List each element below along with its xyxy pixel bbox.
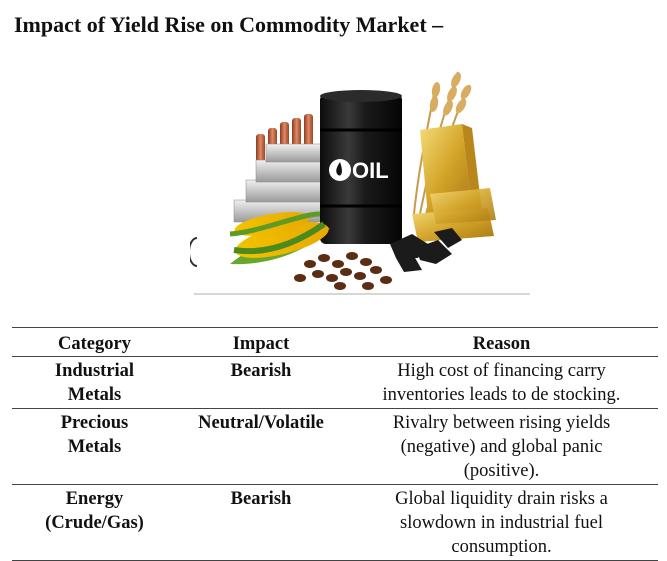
category-cell: Precious Metals <box>12 409 177 485</box>
reason-line: inventories leads to de stocking. <box>382 385 621 405</box>
coffee-beans-icon <box>294 252 392 290</box>
category-line: Metals <box>67 437 122 457</box>
impact-cell: Bearish <box>230 489 292 509</box>
silver-bars-icon <box>233 143 327 223</box>
reason-line: High cost of financing carry <box>397 361 606 381</box>
category-cell: Industrial Metals <box>12 357 177 409</box>
commodity-impact-table: Category Impact Reason Industrial Metals… <box>12 327 658 561</box>
table-row: Precious Metals Neutral/Volatile Rivalry… <box>12 409 658 485</box>
coal-icon <box>390 228 462 272</box>
reason-cell: High cost of financing carry inventories… <box>345 357 658 409</box>
category-line: Industrial <box>54 361 135 381</box>
impact-cell: Bearish <box>230 361 292 381</box>
table-header-row: Category Impact Reason <box>12 327 658 357</box>
category-line: (Crude/Gas) <box>45 513 144 533</box>
reason-line: Global liquidity drain risks a <box>395 489 608 509</box>
reason-line: (positive). <box>463 461 540 481</box>
category-line: Metals <box>67 385 122 405</box>
reason-line: slowdown in industrial fuel <box>400 513 603 533</box>
reason-line: (negative) and global panic <box>400 437 603 457</box>
svg-text:OIL: OIL <box>352 158 389 183</box>
reason-line: consumption. <box>451 537 552 557</box>
category-line: Precious <box>60 413 129 433</box>
table-row: Industrial Metals Bearish High cost of f… <box>12 357 658 409</box>
oil-barrel-icon: OIL <box>320 90 402 244</box>
commodities-illustration: OIL <box>190 64 535 300</box>
reason-cell: Rivalry between rising yields (negative)… <box>345 409 658 485</box>
category-cell: Energy (Crude/Gas) <box>12 485 177 561</box>
column-header-category: Category <box>58 334 131 354</box>
gold-bars-icon <box>412 124 496 242</box>
impact-cell: Neutral/Volatile <box>198 413 324 433</box>
column-header-reason: Reason <box>472 334 531 354</box>
table-row: Energy (Crude/Gas) Bearish Global liquid… <box>12 485 658 561</box>
corn-icon <box>229 211 330 265</box>
page-heading: Impact of Yield Rise on Commodity Market… <box>14 12 444 37</box>
column-header-impact: Impact <box>232 334 290 354</box>
category-line: Energy <box>65 489 124 509</box>
reason-line: Rivalry between rising yields <box>392 413 611 433</box>
reason-cell: Global liquidity drain risks a slowdown … <box>345 485 658 561</box>
